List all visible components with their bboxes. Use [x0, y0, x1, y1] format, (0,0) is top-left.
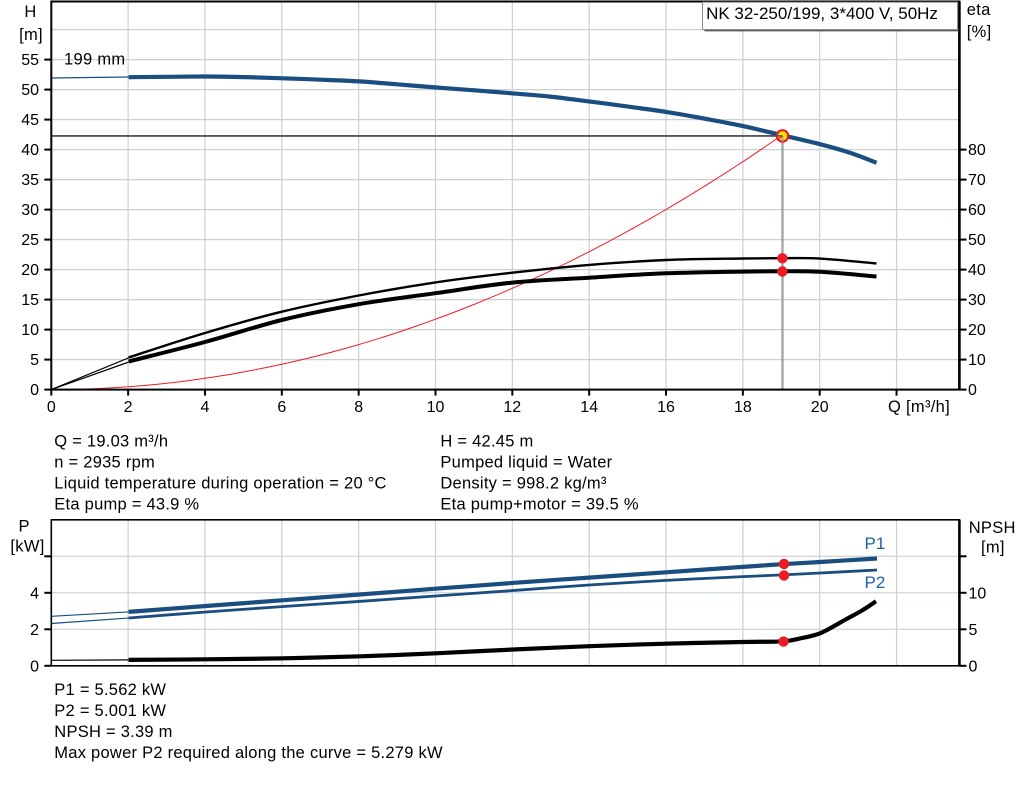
svg-text:14: 14	[580, 399, 598, 416]
svg-text:55: 55	[21, 52, 39, 69]
svg-text:[%]: [%]	[967, 23, 992, 41]
svg-text:4: 4	[30, 585, 39, 602]
svg-text:Max power P2 required along th: Max power P2 required along the curve = …	[54, 744, 443, 762]
svg-text:P2 = 5.001 kW: P2 = 5.001 kW	[54, 702, 166, 720]
svg-text:NK 32-250/199, 3*400 V, 50Hz: NK 32-250/199, 3*400 V, 50Hz	[706, 4, 938, 23]
svg-text:Eta pump = 43.9 %: Eta pump = 43.9 %	[54, 496, 199, 514]
svg-text:0: 0	[968, 382, 977, 399]
svg-text:30: 30	[968, 292, 986, 309]
svg-text:15: 15	[21, 292, 39, 309]
svg-text:30: 30	[21, 202, 39, 219]
svg-text:40: 40	[968, 262, 986, 279]
svg-text:10: 10	[969, 585, 987, 602]
svg-text:6: 6	[277, 399, 286, 416]
svg-text:70: 70	[968, 172, 986, 189]
svg-text:[m]: [m]	[981, 539, 1005, 557]
svg-text:20: 20	[968, 322, 986, 339]
svg-text:20: 20	[811, 399, 829, 416]
svg-text:10: 10	[21, 322, 39, 339]
svg-text:25: 25	[21, 232, 39, 249]
svg-text:10: 10	[968, 352, 986, 369]
svg-text:20: 20	[21, 262, 39, 279]
svg-text:50: 50	[21, 82, 39, 99]
svg-text:n = 2935 rpm: n = 2935 rpm	[54, 454, 155, 472]
svg-text:Q = 19.03 m³/h: Q = 19.03 m³/h	[54, 433, 168, 451]
svg-text:45: 45	[21, 112, 39, 129]
svg-text:P: P	[19, 518, 30, 536]
svg-text:4: 4	[201, 399, 210, 416]
svg-text:H = 42.45 m: H = 42.45 m	[440, 433, 533, 451]
svg-text:2: 2	[124, 399, 133, 416]
svg-text:0: 0	[47, 399, 56, 416]
svg-text:60: 60	[968, 202, 986, 219]
svg-text:0: 0	[30, 382, 39, 399]
svg-text:Density = 998.2 kg/m³: Density = 998.2 kg/m³	[440, 475, 606, 493]
svg-text:Liquid temperature during oper: Liquid temperature during operation = 20…	[54, 475, 386, 493]
svg-text:eta: eta	[967, 1, 991, 19]
svg-text:0: 0	[30, 658, 39, 675]
svg-text:12: 12	[503, 399, 521, 416]
svg-text:80: 80	[968, 142, 986, 159]
svg-text:35: 35	[21, 172, 39, 189]
svg-text:5: 5	[30, 352, 39, 369]
svg-text:16: 16	[657, 399, 675, 416]
svg-text:40: 40	[21, 142, 39, 159]
svg-text:8: 8	[354, 399, 363, 416]
svg-text:18: 18	[734, 399, 752, 416]
svg-text:[m]: [m]	[19, 26, 43, 44]
svg-text:2: 2	[30, 622, 39, 639]
svg-text:Eta pump+motor = 39.5 %: Eta pump+motor = 39.5 %	[440, 496, 638, 514]
svg-text:50: 50	[968, 232, 986, 249]
svg-text:199 mm: 199 mm	[64, 51, 125, 69]
svg-text:NPSH: NPSH	[969, 519, 1016, 537]
svg-text:H: H	[24, 3, 36, 21]
svg-text:10: 10	[427, 399, 445, 416]
svg-text:[kW]: [kW]	[10, 538, 44, 556]
svg-text:P1 = 5.562 kW: P1 = 5.562 kW	[54, 681, 166, 699]
svg-text:P2: P2	[865, 573, 886, 592]
svg-text:5: 5	[969, 622, 978, 639]
svg-text:NPSH = 3.39 m: NPSH = 3.39 m	[54, 723, 172, 741]
svg-text:P1: P1	[865, 534, 886, 553]
svg-text:0: 0	[969, 658, 978, 675]
svg-text:Q [m³/h]: Q [m³/h]	[888, 398, 950, 416]
svg-text:Pumped liquid = Water: Pumped liquid = Water	[440, 454, 612, 472]
